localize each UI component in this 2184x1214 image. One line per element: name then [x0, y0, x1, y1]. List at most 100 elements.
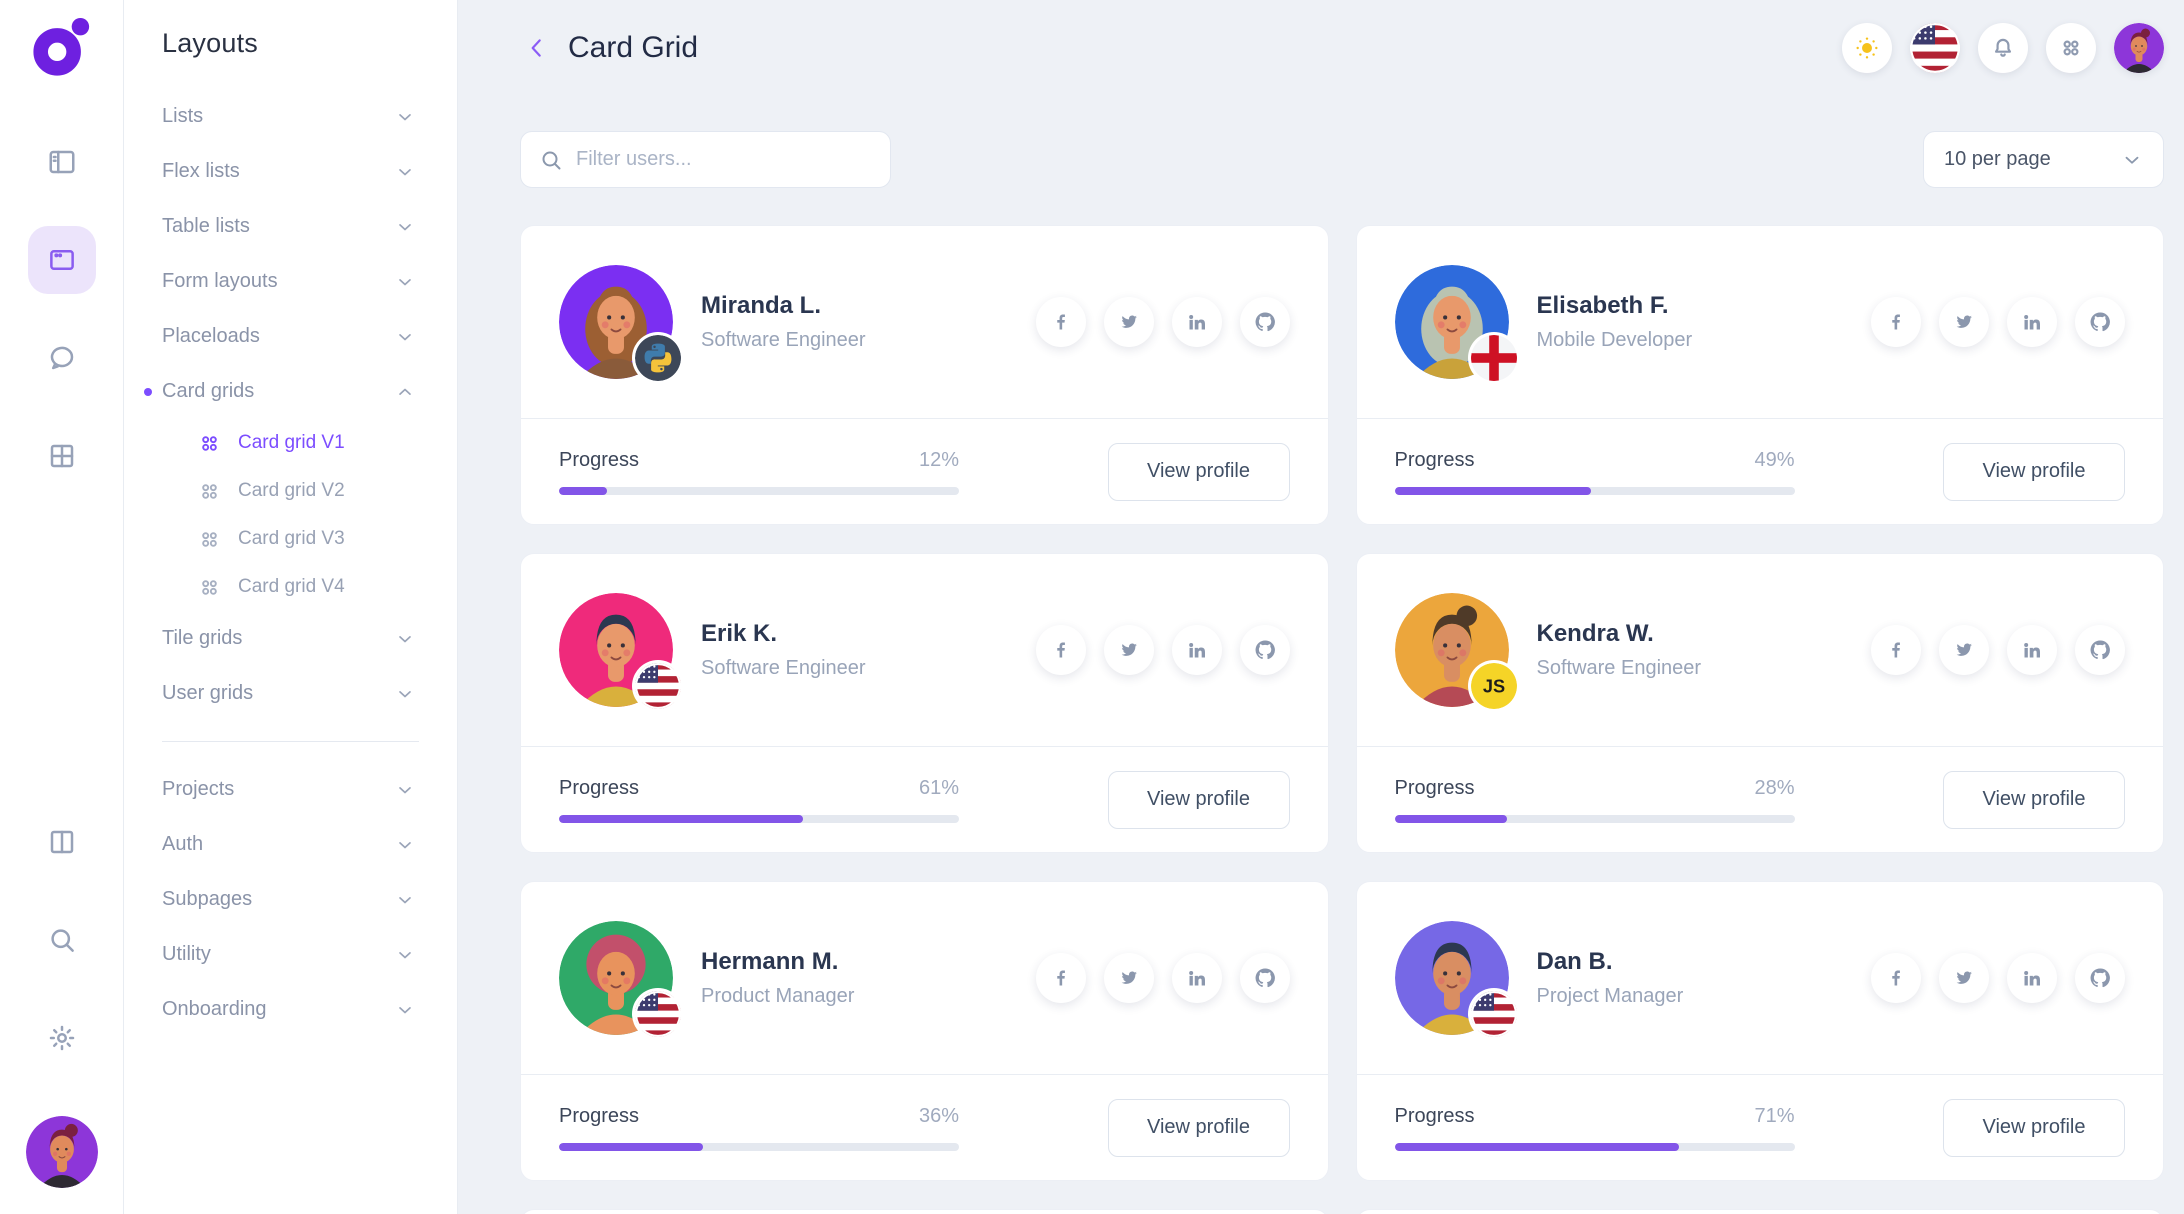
facebook-button[interactable] — [1035, 953, 1086, 1003]
sidebar-subitem-card-grid-v4[interactable]: Card grid V4 — [124, 563, 457, 611]
brand-logo-icon[interactable] — [31, 16, 93, 78]
twitter-button[interactable] — [1939, 625, 1989, 675]
main-content: Card Grid 10 per page — [458, 0, 2184, 1214]
twitter-button[interactable] — [1103, 953, 1154, 1003]
rail-button-sidebar-toggle[interactable] — [28, 128, 96, 196]
facebook-button[interactable] — [1035, 297, 1086, 347]
panel-icon — [47, 147, 77, 177]
card-top: Erik K. Software Engineer — [521, 554, 1328, 746]
app-window-icon — [47, 245, 77, 275]
per-page-select[interactable]: 10 per page — [1923, 131, 2164, 188]
progress-bar — [1394, 814, 1795, 823]
notifications-button[interactable] — [1978, 23, 2028, 73]
sidebar-subitem-card-grid-v3[interactable]: Card grid V3 — [124, 515, 457, 563]
apps-button[interactable] — [2046, 23, 2096, 73]
rail-button-settings[interactable] — [28, 1004, 96, 1072]
usa-flag-badge — [635, 991, 681, 1037]
twitter-button[interactable] — [1939, 953, 1989, 1003]
social-links — [1871, 297, 2125, 347]
icon-rail — [0, 0, 124, 1214]
sidebar-item-label: Lists — [162, 105, 204, 127]
user-name: Dan B. — [1536, 948, 1613, 975]
apps-grid-icon — [2058, 35, 2084, 61]
language-button[interactable] — [1910, 23, 1960, 73]
dots-grid-icon — [198, 432, 221, 455]
view-profile-button[interactable]: View profile — [1943, 1098, 2125, 1157]
rail-user-avatar[interactable] — [25, 1116, 98, 1188]
social-links — [1035, 953, 1290, 1003]
chevron-down-icon — [395, 1000, 415, 1020]
sidebar-item-lists[interactable]: Lists — [124, 89, 457, 144]
linkedin-button[interactable] — [2007, 953, 2057, 1003]
user-name: Miranda L. — [701, 292, 822, 319]
rail-button-search[interactable] — [28, 906, 96, 974]
github-button[interactable] — [2075, 625, 2125, 675]
card-bottom: Progress 49% View profile — [1357, 419, 2164, 524]
linkedin-icon — [2022, 968, 2042, 988]
twitter-icon — [1119, 312, 1139, 332]
sun-icon — [1854, 35, 1880, 61]
sidebar-item-card-grids[interactable]: Card grids — [124, 364, 457, 419]
sidebar-item-utility[interactable]: Utility — [124, 927, 457, 982]
view-profile-button[interactable]: View profile — [1107, 770, 1290, 829]
github-button[interactable] — [2075, 953, 2125, 1003]
sidebar-item-projects[interactable]: Projects — [124, 762, 457, 817]
linkedin-button[interactable] — [1171, 953, 1222, 1003]
rail-button-components[interactable] — [28, 422, 96, 490]
linkedin-button[interactable] — [1171, 625, 1222, 675]
view-profile-button[interactable]: View profile — [1107, 1098, 1290, 1157]
view-profile-button[interactable]: View profile — [1943, 770, 2125, 829]
sidebar-item-auth[interactable]: Auth — [124, 817, 457, 872]
chevron-down-icon — [395, 890, 415, 910]
facebook-button[interactable] — [1871, 953, 1921, 1003]
progress-bar — [559, 1142, 959, 1151]
theme-toggle-button[interactable] — [1842, 23, 1892, 73]
sidebar-item-onboarding[interactable]: Onboarding — [124, 982, 457, 1037]
sidebar-item-table-lists[interactable]: Table lists — [124, 199, 457, 254]
sidebar-item-placeloads[interactable]: Placeloads — [124, 309, 457, 364]
back-button[interactable] — [520, 31, 554, 65]
user-card-partial — [520, 1209, 1329, 1214]
sidebar-subitem-card-grid-v1[interactable]: Card grid V1 — [124, 419, 457, 467]
chevron-down-icon — [2121, 149, 2143, 171]
rail-button-split-view[interactable] — [28, 808, 96, 876]
sidebar-item-flex-lists[interactable]: Flex lists — [124, 144, 457, 199]
profile-button[interactable] — [2114, 23, 2164, 73]
view-profile-button[interactable]: View profile — [1943, 442, 2125, 501]
github-button[interactable] — [1239, 953, 1290, 1003]
chevron-down-icon — [395, 684, 415, 704]
sidebar-subitem-card-grid-v2[interactable]: Card grid V2 — [124, 467, 457, 515]
social-links — [1871, 953, 2125, 1003]
card-bottom: Progress 61% View profile — [521, 747, 1328, 852]
twitter-button[interactable] — [1103, 297, 1154, 347]
progress-percent: 71% — [1754, 1104, 1795, 1127]
github-button[interactable] — [1239, 297, 1290, 347]
sidebar-subitem-label: Card grid V4 — [238, 576, 345, 597]
progress-bar — [559, 486, 959, 495]
facebook-button[interactable] — [1871, 625, 1921, 675]
progress-block: Progress 61% — [559, 777, 959, 823]
github-button[interactable] — [1239, 625, 1290, 675]
linkedin-button[interactable] — [1171, 297, 1222, 347]
twitter-button[interactable] — [1103, 625, 1154, 675]
facebook-button[interactable] — [1035, 625, 1086, 675]
dots-grid-icon — [198, 480, 221, 503]
github-button[interactable] — [2075, 297, 2125, 347]
user-card: Miranda L. Software Engineer Progress 12… — [520, 225, 1329, 525]
columns-icon — [47, 827, 77, 857]
filter-users-input[interactable] — [576, 148, 872, 171]
twitter-button[interactable] — [1939, 297, 1989, 347]
sidebar-item-form-layouts[interactable]: Form layouts — [124, 254, 457, 309]
progress-percent: 12% — [918, 448, 959, 471]
linkedin-button[interactable] — [2007, 625, 2057, 675]
linkedin-button[interactable] — [2007, 297, 2057, 347]
sidebar-item-user-grids[interactable]: User grids — [124, 666, 457, 721]
view-profile-button[interactable]: View profile — [1107, 442, 1290, 501]
sidebar-item-tile-grids[interactable]: Tile grids — [124, 611, 457, 666]
facebook-button[interactable] — [1871, 297, 1921, 347]
facebook-icon — [1051, 312, 1071, 332]
sidebar-item-subpages[interactable]: Subpages — [124, 872, 457, 927]
rail-button-layouts[interactable] — [27, 226, 96, 294]
search-icon — [539, 148, 563, 172]
rail-button-messages[interactable] — [28, 324, 96, 392]
